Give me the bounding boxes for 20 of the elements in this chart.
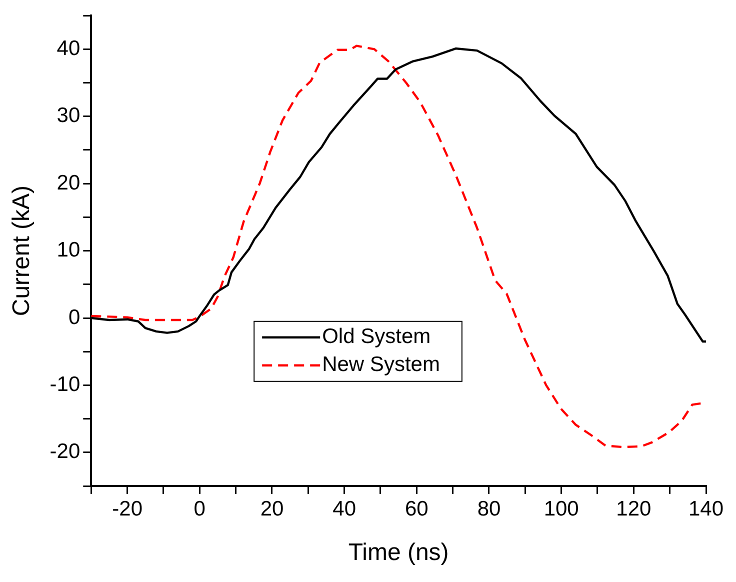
x-tick-label: 140 — [688, 497, 724, 520]
x-tick-label: 40 — [332, 497, 356, 520]
x-tick-label: 80 — [477, 497, 501, 520]
y-tick-label: 10 — [56, 238, 80, 262]
y-axis-title: Current (kA) — [8, 185, 36, 316]
x-tick-label: 20 — [260, 497, 284, 520]
y-tick-label: 40 — [56, 36, 80, 60]
x-axis-title: Time (ns) — [348, 539, 449, 566]
legend-label: New System — [322, 353, 440, 376]
y-tick-label: 30 — [56, 104, 80, 128]
y-tick-label: 20 — [56, 171, 80, 194]
y-tick-label: 0 — [68, 306, 80, 329]
x-tick-label: -20 — [112, 497, 142, 520]
x-tick-label: 100 — [544, 497, 579, 520]
y-tick-label: -10 — [50, 372, 80, 396]
x-tick-label: 120 — [616, 497, 652, 520]
x-tick-label: 0 — [194, 497, 206, 520]
x-tick-label: 60 — [404, 497, 428, 520]
legend-label: Old System — [322, 325, 431, 348]
y-tick-label: -20 — [50, 440, 80, 464]
